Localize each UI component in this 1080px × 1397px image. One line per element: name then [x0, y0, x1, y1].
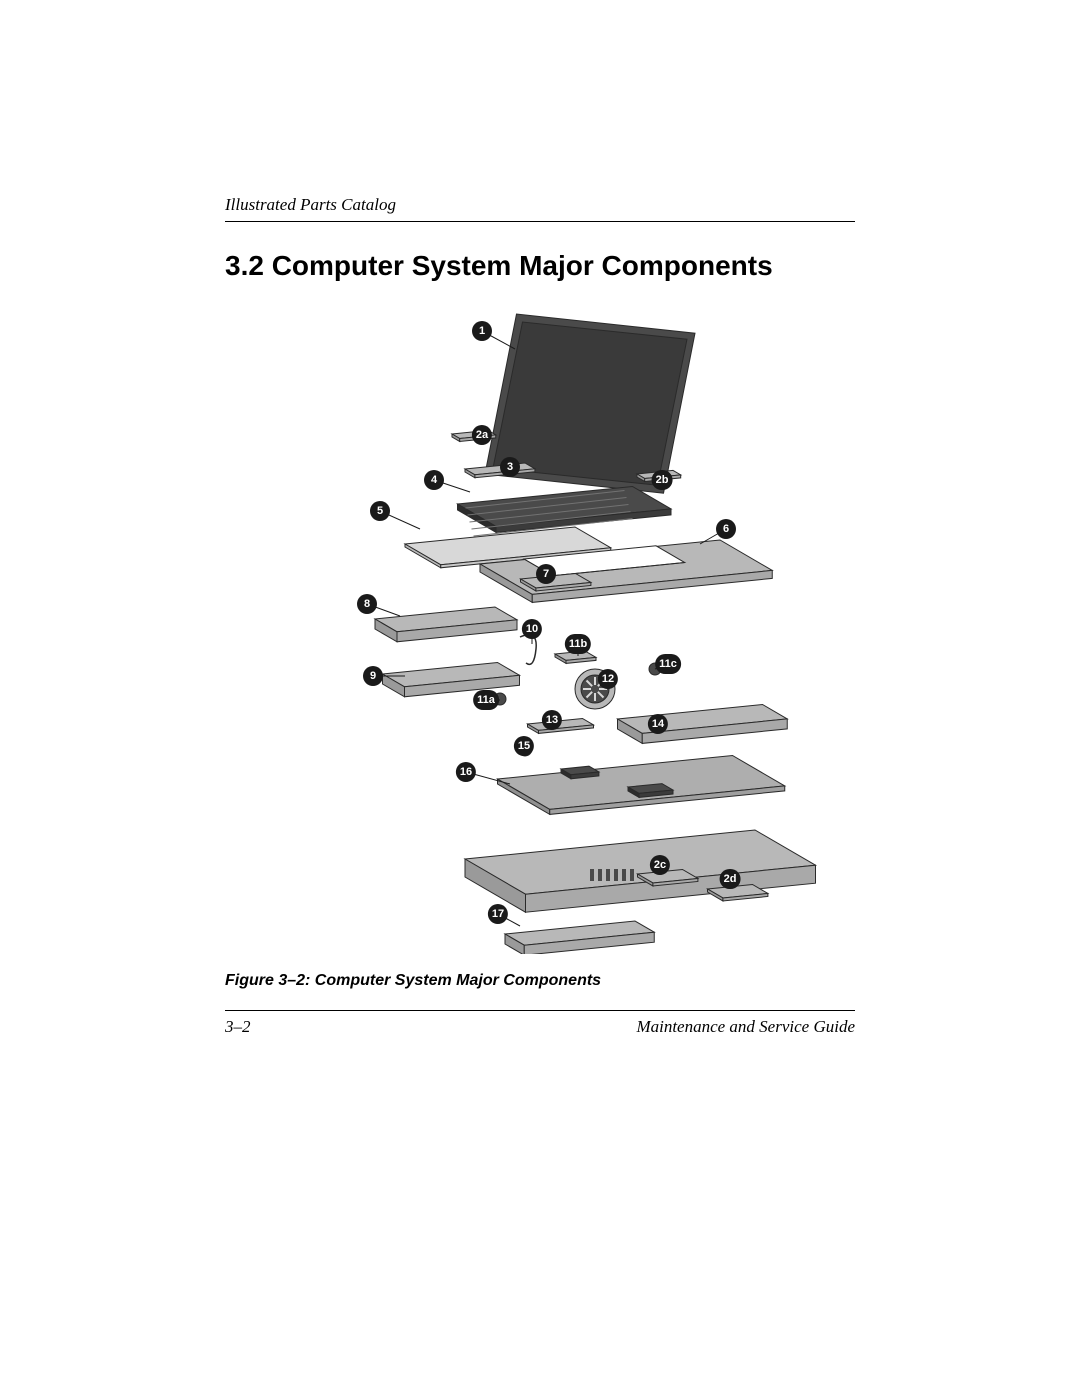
callout-3: 3 — [500, 457, 520, 477]
exploded-diagram: 12a2b34567891011a11b11c12131415162c2d17 — [260, 304, 820, 954]
page-number: 3–2 — [225, 1017, 251, 1037]
callout-11a: 11a — [473, 690, 499, 710]
callout-7: 7 — [536, 564, 556, 584]
callout-2b: 2b — [652, 470, 673, 490]
callout-11c: 11c — [655, 654, 681, 674]
callout-5: 5 — [370, 501, 390, 521]
page-footer: 3–2 Maintenance and Service Guide — [225, 1017, 855, 1037]
callout-6: 6 — [716, 519, 736, 539]
figure-caption: Figure 3–2: Computer System Major Compon… — [225, 972, 855, 990]
callout-2d: 2d — [720, 869, 741, 889]
page: Illustrated Parts Catalog 3.2 Computer S… — [0, 0, 1080, 1397]
content-area: Illustrated Parts Catalog 3.2 Computer S… — [225, 195, 855, 1037]
guide-title: Maintenance and Service Guide — [636, 1017, 855, 1037]
footer-rule — [225, 1010, 855, 1011]
callout-11b: 11b — [565, 634, 591, 654]
callout-1: 1 — [472, 321, 492, 341]
running-header: Illustrated Parts Catalog — [225, 195, 855, 215]
callout-9: 9 — [363, 666, 383, 686]
callout-4: 4 — [424, 470, 444, 490]
callout-8: 8 — [357, 594, 377, 614]
header-rule — [225, 221, 855, 222]
section-title: 3.2 Computer System Major Components — [225, 250, 855, 282]
